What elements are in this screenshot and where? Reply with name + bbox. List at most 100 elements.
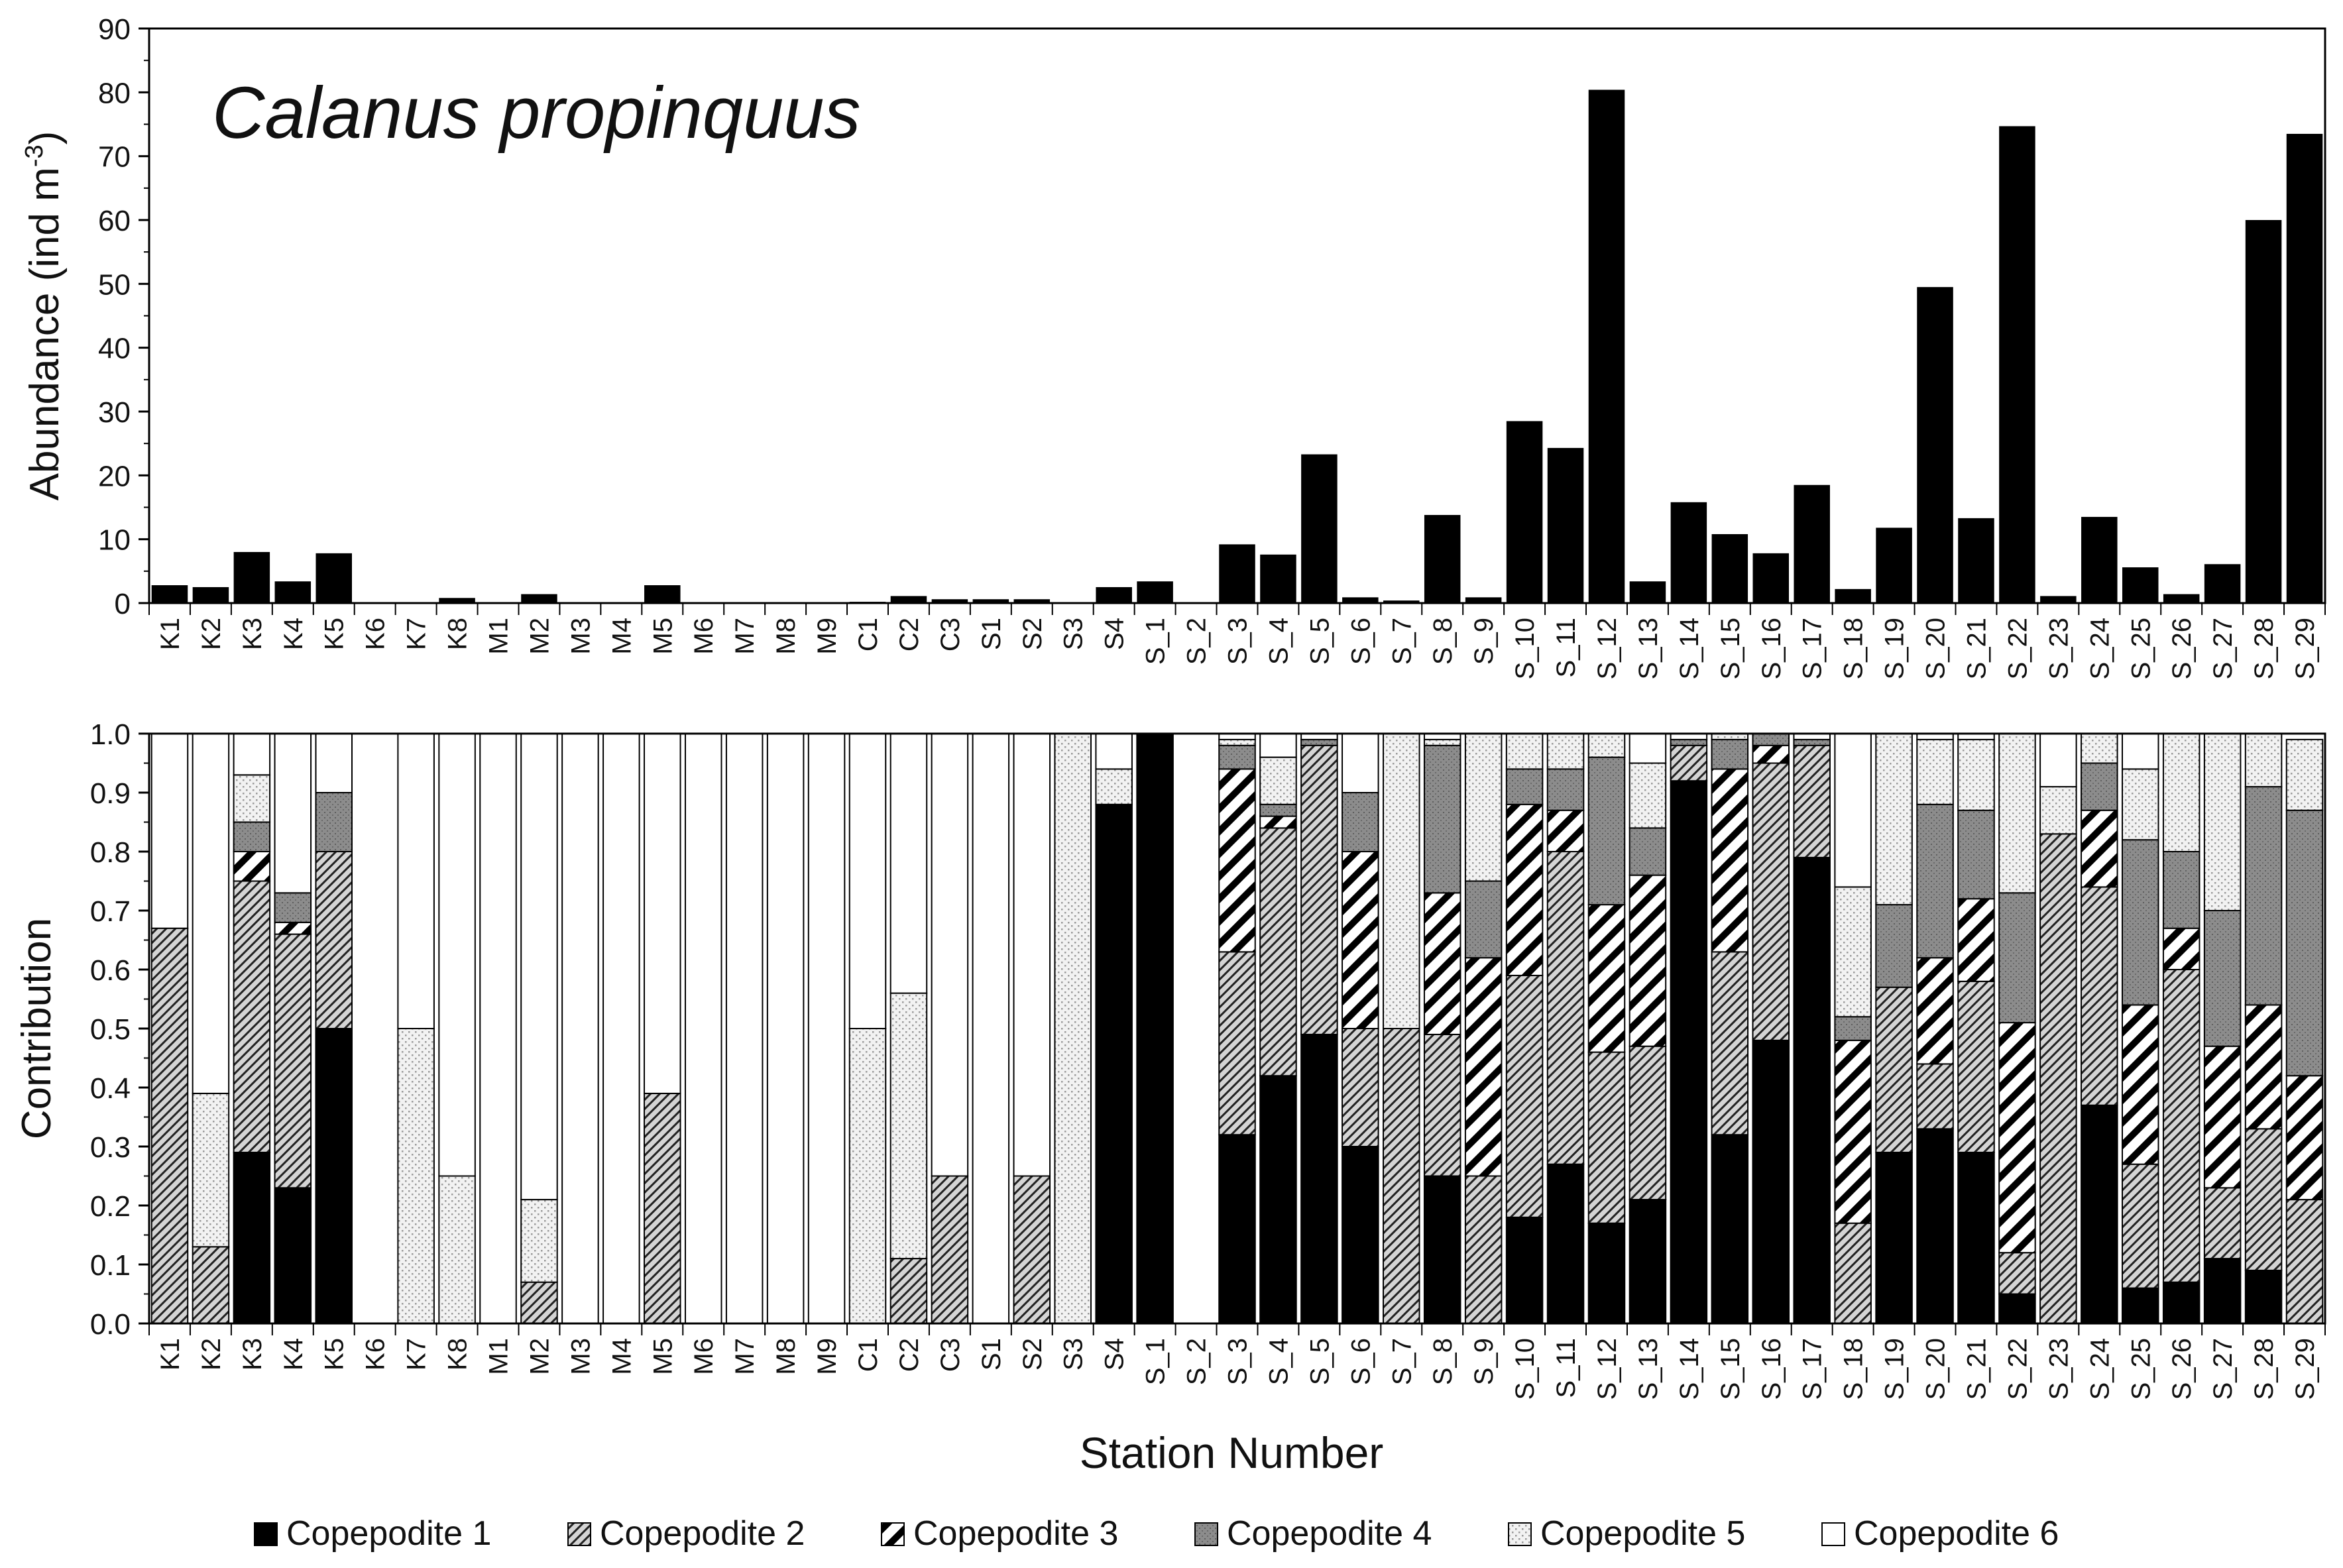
- x-tick-label: S_25: [2126, 618, 2155, 679]
- segment-copepodite-2-k1: [150, 927, 189, 1324]
- legend-label: Copepodite 4: [1227, 1514, 1432, 1553]
- y-tick-label: 0.4: [90, 1072, 131, 1105]
- segment-copepodite-2-s-11: [1546, 851, 1585, 1165]
- segment-copepodite-5-s-20: [1916, 738, 1954, 805]
- segment-copepodite-3-s-8: [1423, 892, 1461, 1035]
- segment-copepodite-4-s-9: [1464, 880, 1503, 959]
- x-tick-label: M3: [566, 618, 595, 655]
- x-tick-label: S_5: [1305, 1338, 1334, 1385]
- segment-copepodite-4-s-28: [2244, 786, 2283, 1006]
- segment-copepodite-1-s-16: [1752, 1039, 1790, 1325]
- abundance-bar-s-9: [1465, 597, 1502, 603]
- segment-copepodite-3-s-27: [2203, 1045, 2242, 1189]
- abundance-y-axis-label: Abundance (ind m-3): [21, 131, 68, 501]
- abundance-bar-s-26: [2163, 594, 2200, 603]
- segment-copepodite-6-k2: [192, 733, 230, 1094]
- segment-copepodite-4-s-10: [1505, 768, 1544, 805]
- legend-item-copepodite-5: Copepodite 5: [1508, 1514, 1745, 1553]
- segment-copepodite-3-s-20: [1916, 957, 1954, 1065]
- abundance-bar-s-29: [2286, 133, 2323, 603]
- stack-m9: [807, 733, 846, 1324]
- segment-copepodite-1-s-14: [1670, 780, 1708, 1324]
- segment-copepodite-6-k4: [274, 733, 312, 894]
- stack-s-27: [2203, 733, 2242, 1324]
- abundance-bar-s-18: [1835, 588, 1871, 603]
- x-tick-label: S2: [1018, 1338, 1047, 1371]
- stack-k8: [438, 733, 476, 1324]
- stack-k2: [192, 733, 230, 1325]
- x-tick-label: M5: [648, 1338, 677, 1375]
- segment-copepodite-6-c2: [889, 733, 928, 994]
- segment-copepodite-3-s-18: [1834, 1039, 1872, 1224]
- segment-copepodite-1-s-25: [2121, 1287, 2159, 1324]
- segment-copepodite-4-s-8: [1423, 744, 1461, 894]
- segment-copepodite-5-s-18: [1834, 886, 1872, 1018]
- abundance-bar-s-20: [1917, 287, 1953, 603]
- abundance-bar-s-12: [1588, 89, 1625, 604]
- contribution-stacked-bars: [150, 733, 2324, 1325]
- y-tick-label: 80: [98, 77, 131, 109]
- segment-copepodite-6-s-18: [1834, 733, 1872, 888]
- x-tick-label: K5: [320, 1338, 349, 1371]
- stack-s3: [1054, 733, 1092, 1324]
- x-tick-label: S_7: [1387, 618, 1416, 665]
- stack-s-22: [1998, 733, 2036, 1324]
- stack-s2: [1013, 733, 1051, 1324]
- stack-m3: [561, 733, 599, 1324]
- abundance-bar-c3: [931, 599, 968, 603]
- x-tick-label: K2: [197, 1338, 226, 1371]
- y-tick-label: 0.9: [90, 777, 131, 810]
- segment-copepodite-4-s-24: [2081, 762, 2118, 811]
- x-tick-label: S_29: [2291, 618, 2320, 679]
- segment-copepodite-2-c2: [889, 1258, 928, 1324]
- segment-copepodite-4-s-26: [2162, 851, 2200, 929]
- legend-swatch: [1821, 1522, 1845, 1546]
- segment-copepodite-5-k8: [438, 1175, 476, 1324]
- legend-swatch: [1508, 1522, 1532, 1546]
- abundance-bar-s-15: [1711, 533, 1748, 603]
- abundance-bar-s-28: [2245, 220, 2282, 603]
- x-tick-label: S_28: [2250, 618, 2279, 679]
- segment-copepodite-1-k5: [315, 1028, 353, 1324]
- y-tick-label: 0.1: [90, 1249, 131, 1282]
- x-tick-label: S_3: [1224, 618, 1253, 665]
- x-tick-label: C3: [936, 618, 965, 651]
- segment-copepodite-4-s-22: [1998, 892, 2036, 1024]
- segment-copepodite-2-s-13: [1629, 1045, 1667, 1201]
- x-tick-label: M9: [813, 1338, 842, 1375]
- abundance-bar-k2: [192, 587, 229, 603]
- stack-s-1: [1136, 733, 1174, 1324]
- x-axis-label: Station Number: [1080, 1428, 1384, 1477]
- segment-copepodite-6-m8: [766, 733, 805, 1324]
- stack-c3: [931, 733, 969, 1324]
- abundance-y-axis: 0 10 20 30 40 50 60 70 80 90: [98, 13, 149, 620]
- stack-s-4: [1259, 733, 1297, 1324]
- stack-s-24: [2081, 733, 2118, 1324]
- segment-copepodite-1-s-21: [1957, 1151, 1995, 1325]
- segment-copepodite-5-s-10: [1505, 733, 1544, 770]
- segment-copepodite-6-s2: [1013, 733, 1051, 1177]
- legend-swatch: [1194, 1522, 1218, 1546]
- x-tick-label: M1: [485, 618, 514, 655]
- stack-k3: [233, 733, 271, 1325]
- segment-copepodite-3-s-4: [1259, 815, 1297, 829]
- x-tick-label: S_26: [2167, 1338, 2197, 1400]
- y-tick-label: 60: [98, 205, 131, 237]
- legend-item-copepodite-2: Copepodite 2: [567, 1514, 805, 1553]
- x-tick-label: S_28: [2250, 1338, 2279, 1400]
- x-tick-label: K1: [156, 1338, 185, 1371]
- x-tick-label: S_1: [1141, 1338, 1171, 1385]
- segment-copepodite-2-s-20: [1916, 1063, 1954, 1130]
- segment-copepodite-3-s-29: [2285, 1075, 2324, 1201]
- segment-copepodite-2-s-18: [1834, 1222, 1872, 1324]
- legend: Copepodite 1 Copepodite 2 Copepodite 3 Cope…: [254, 1514, 2059, 1553]
- stack-s-26: [2162, 733, 2200, 1324]
- abundance-bar-s-22: [1999, 126, 2035, 603]
- segment-copepodite-6-m4: [602, 733, 640, 1324]
- x-tick-label: K1: [156, 618, 185, 650]
- segment-copepodite-2-s-10: [1505, 974, 1544, 1218]
- segment-copepodite-1-s-27: [2203, 1258, 2242, 1324]
- stack-s-13: [1629, 733, 1667, 1324]
- x-tick-label: S_10: [1511, 618, 1540, 679]
- segment-copepodite-3-s-25: [2121, 1004, 2159, 1165]
